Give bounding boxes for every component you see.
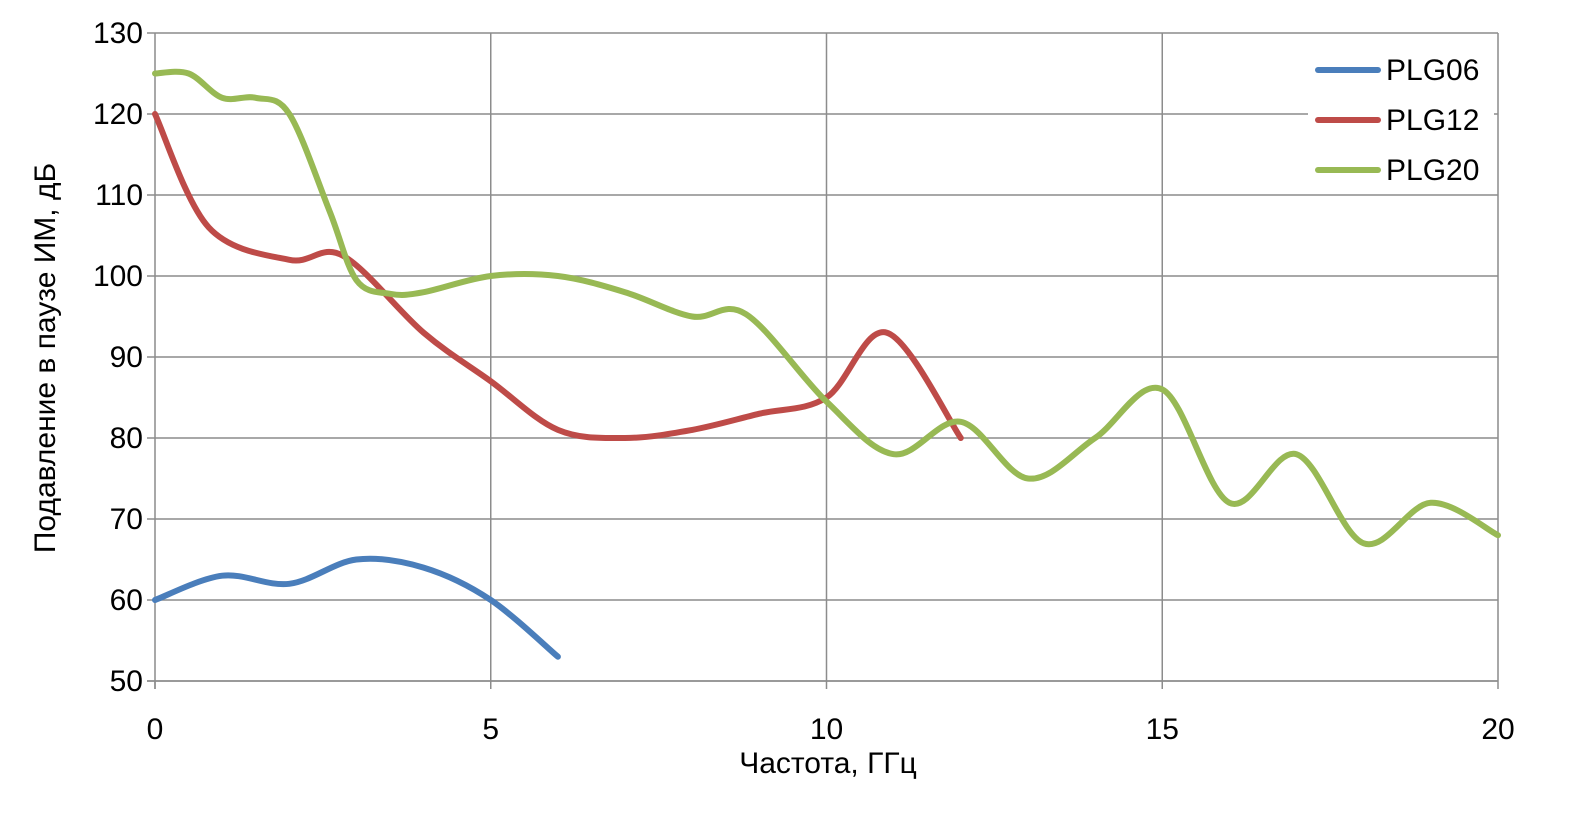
series-line-plg06 — [152, 555, 561, 660]
x-tick-label-15: 15 — [1146, 713, 1179, 746]
grid-lines — [147, 32, 1499, 689]
x-axis-title: Частота, ГГц — [739, 747, 917, 780]
y-tick-label-70: 70 — [110, 503, 143, 536]
x-tick-label-0: 0 — [147, 713, 164, 746]
y-tick-label-100: 100 — [93, 260, 143, 293]
legend-label-plg12: PLG12 — [1386, 104, 1479, 137]
x-axis-ticks: 0 5 10 15 20 — [147, 681, 1515, 746]
series-line-plg20 — [152, 68, 1501, 548]
legend: PLG06 PLG12 PLG20 — [1308, 44, 1494, 194]
series-line-plg12 — [152, 111, 964, 442]
series-lines — [152, 68, 1501, 660]
y-tick-label-130: 130 — [93, 17, 143, 50]
y-tick-label-80: 80 — [110, 422, 143, 455]
y-tick-label-50: 50 — [110, 665, 143, 698]
legend-label-plg20: PLG20 — [1386, 154, 1479, 187]
legend-label-plg06: PLG06 — [1386, 54, 1479, 87]
y-axis-ticks: 50 60 70 80 90 100 110 120 130 — [93, 17, 155, 698]
y-tick-label-60: 60 — [110, 584, 143, 617]
y-tick-label-120: 120 — [93, 98, 143, 131]
x-tick-label-20: 20 — [1481, 713, 1514, 746]
y-tick-label-110: 110 — [95, 179, 143, 212]
x-tick-label-10: 10 — [810, 713, 843, 746]
x-tick-label-5: 5 — [482, 713, 499, 746]
y-axis-title: Подавление в паузе ИМ, дБ — [29, 163, 62, 553]
y-tick-label-90: 90 — [110, 341, 143, 374]
